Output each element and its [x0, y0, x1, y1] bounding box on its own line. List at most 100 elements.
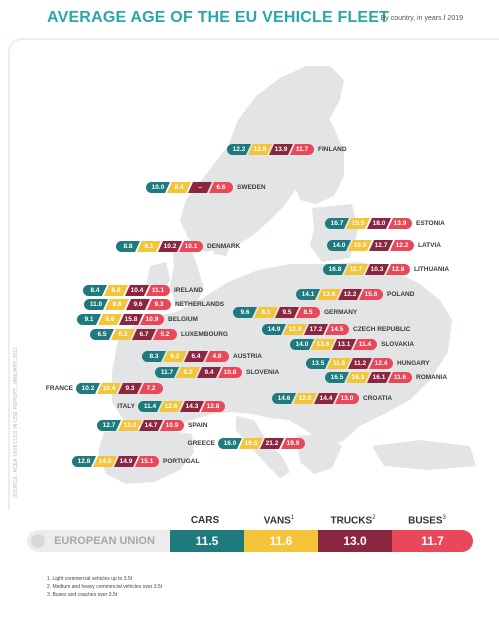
header-vans-label: VANS — [263, 515, 291, 527]
map-finland — [288, 96, 344, 204]
value-cars-greece: 16.0 — [218, 438, 242, 449]
value-cars-ireland: 8.4 — [83, 285, 107, 296]
value-vans-finland: 12.8 — [248, 144, 272, 155]
value-trucks-finland: 13.9 — [269, 144, 293, 155]
map-turkey — [372, 440, 476, 470]
value-buses-croatia: 13.0 — [335, 393, 359, 404]
country-label-germany: GERMANY — [324, 309, 358, 316]
value-buses-belgium: 10.9 — [140, 314, 164, 325]
value-buses-greece: 19.9 — [281, 438, 305, 449]
value-vans-latvia: 10.9 — [348, 240, 372, 251]
value-vans-ireland: 8.8 — [104, 285, 128, 296]
country-label-estonia: ESTONIA — [416, 220, 445, 227]
eu-value-cars: 11.5 — [170, 530, 244, 552]
country-bar-latvia: 14.0 10.9 12.7 12.2 — [327, 240, 414, 251]
value-trucks-romania: 16.1 — [367, 372, 391, 383]
value-vans-sweden: 8.4 — [167, 182, 191, 193]
value-vans-austria: 6.2 — [163, 351, 187, 362]
value-trucks-belgium: 15.8 — [119, 314, 143, 325]
country-label-spain: SPAIN — [188, 422, 208, 429]
value-vans-denmark: 8.1 — [137, 241, 161, 252]
country-label-greece: GREECE — [187, 440, 215, 447]
value-trucks-greece: 21.2 — [260, 438, 284, 449]
value-trucks-latvia: 12.7 — [369, 240, 393, 251]
country-bar-france: 10.2 10.4 9.3 7.2 — [76, 383, 163, 394]
value-cars-netherlands: 11.0 — [84, 299, 108, 310]
value-vans-france: 10.4 — [97, 383, 121, 394]
country-bar-hungary: 13.5 11.8 11.2 12.4 — [306, 358, 393, 369]
value-cars-luxembourg: 6.5 — [90, 329, 114, 340]
country-bar-luxembourg: 6.5 6.2 6.7 5.2 — [90, 329, 177, 340]
country-bar-austria: 8.3 6.2 6.4 4.8 — [142, 351, 229, 362]
value-trucks-sweden: – — [188, 182, 212, 193]
header-vans: VANS1 — [244, 515, 314, 526]
country-bar-sweden: 10.0 8.4–6.6 — [146, 182, 233, 193]
map-continent — [112, 262, 452, 444]
value-buses-czech-republic: 14.5 — [325, 324, 349, 335]
header-buses: BUSES3 — [392, 515, 462, 526]
value-buses-italy: 12.8 — [201, 401, 225, 412]
value-trucks-estonia: 18.0 — [367, 218, 391, 229]
header-cars: CARS — [170, 515, 240, 526]
country-bar-spain: 12.7 13.0 14.7 10.9 — [97, 420, 184, 431]
value-buses-poland: 15.6 — [359, 289, 383, 300]
value-buses-romania: 11.6 — [388, 372, 412, 383]
value-cars-finland: 12.2 — [227, 144, 251, 155]
value-vans-estonia: 15.5 — [346, 218, 370, 229]
footnote-2: 2. Medium and heavy commercial vehicles … — [47, 584, 163, 590]
country-bar-italy: 11.4 12.6 14.3 12.8 — [138, 401, 225, 412]
value-cars-spain: 12.7 — [97, 420, 121, 431]
country-label-portugal: PORTUGAL — [163, 458, 200, 465]
country-bar-lithuania: 16.8 11.7 10.3 12.8 — [323, 264, 410, 275]
map-balkans — [296, 434, 342, 474]
value-cars-latvia: 14.0 — [327, 240, 351, 251]
country-bar-portugal: 12.8 14.5 14.9 15.1 — [72, 456, 159, 467]
value-vans-slovenia: 9.2 — [176, 367, 200, 378]
country-label-finland: FINLAND — [318, 146, 347, 153]
value-trucks-austria: 6.4 — [184, 351, 208, 362]
value-buses-finland: 11.7 — [290, 144, 314, 155]
value-cars-romania: 16.5 — [325, 372, 349, 383]
value-cars-hungary: 13.5 — [306, 358, 330, 369]
value-vans-portugal: 14.5 — [93, 456, 117, 467]
value-buses-sweden: 6.6 — [209, 182, 233, 193]
value-trucks-italy: 14.3 — [180, 401, 204, 412]
value-cars-czech-republic: 14.9 — [262, 324, 286, 335]
country-label-slovakia: SLOVAKIA — [381, 341, 415, 348]
map-baltics — [310, 204, 358, 262]
country-label-latvia: LATVIA — [418, 242, 441, 249]
header-trucks: TRUCKS2 — [318, 515, 388, 526]
chart-frame — [8, 38, 499, 510]
country-bar-greece: 16.0 19.5 21.2 19.9 — [218, 438, 305, 449]
value-buses-austria: 4.8 — [205, 351, 229, 362]
value-buses-france: 7.2 — [139, 383, 163, 394]
value-vans-luxembourg: 6.2 — [111, 329, 135, 340]
value-trucks-france: 9.3 — [118, 383, 142, 394]
eu-dot-icon — [31, 534, 45, 548]
country-label-belgium: BELGIUM — [168, 316, 198, 323]
subtitle-text: By country, in years — [380, 15, 442, 22]
value-trucks-hungary: 11.2 — [348, 358, 372, 369]
value-cars-belgium: 9.1 — [77, 314, 101, 325]
eu-value-vans: 11.6 — [244, 530, 318, 552]
country-bar-belgium: 9.1 8.6 15.8 10.9 — [77, 314, 164, 325]
country-label-poland: POLAND — [387, 291, 415, 298]
country-label-croatia: CROATIA — [363, 395, 393, 402]
country-label-netherlands: NETHERLANDS — [175, 301, 225, 308]
country-bar-romania: 16.5 16.3 16.1 11.6 — [325, 372, 412, 383]
value-buses-netherlands: 9.3 — [147, 299, 171, 310]
country-bar-slovenia: 11.7 9.2 9.4 10.8 — [155, 367, 242, 378]
value-trucks-poland: 12.2 — [338, 289, 362, 300]
value-cars-austria: 8.3 — [142, 351, 166, 362]
value-trucks-portugal: 14.9 — [114, 456, 138, 467]
value-vans-belgium: 8.6 — [98, 314, 122, 325]
country-bar-finland: 12.2 12.8 13.9 11.7 — [227, 144, 314, 155]
value-buses-luxembourg: 5.2 — [153, 329, 177, 340]
value-cars-croatia: 14.6 — [272, 393, 296, 404]
value-cars-lithuania: 16.8 — [323, 264, 347, 275]
value-vans-hungary: 11.8 — [327, 358, 351, 369]
value-vans-greece: 19.5 — [239, 438, 263, 449]
value-trucks-croatia: 14.4 — [314, 393, 338, 404]
eu-label-text: EUROPEAN UNION — [54, 535, 155, 547]
value-buses-denmark: 10.1 — [179, 241, 203, 252]
